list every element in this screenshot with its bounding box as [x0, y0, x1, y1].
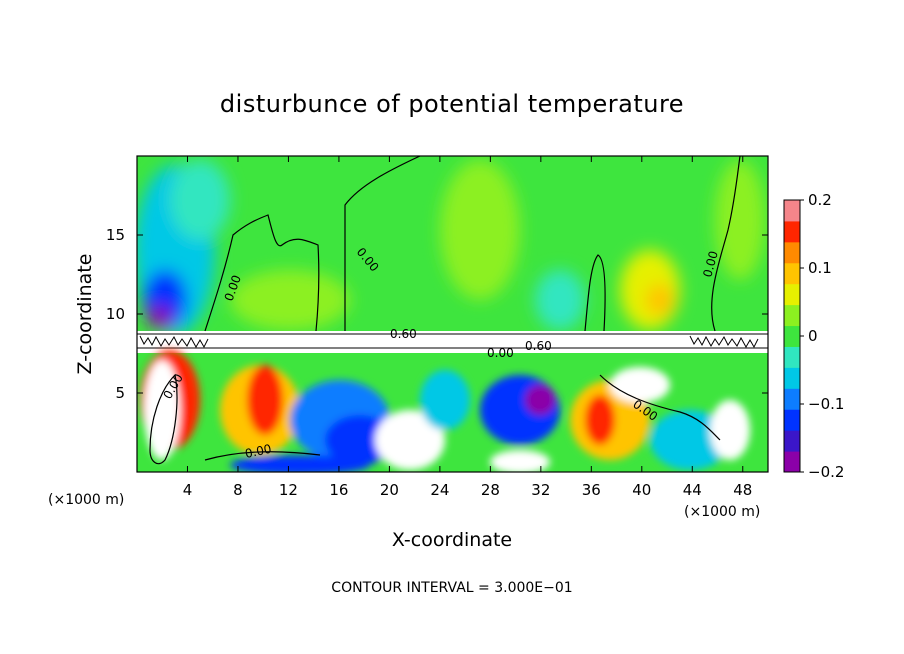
colorbar-tick-label: −0.2 — [808, 463, 844, 481]
x-tick-label: 40 — [632, 481, 651, 499]
x-tick-label: 4 — [183, 481, 193, 499]
contour-label: 0.00 — [244, 442, 273, 461]
colorbar-swatch — [784, 325, 800, 347]
contour-label: 0.60 — [525, 339, 552, 353]
colorbar-swatch — [784, 200, 800, 222]
plot-area: 0.00 0.00 0.00 0.00 0.60 0.60 0.00 0.00 … — [137, 156, 768, 472]
colorbar-tick-label: 0 — [808, 327, 818, 345]
contour-label: 0.00 — [487, 346, 514, 360]
colorbar-swatch — [784, 304, 800, 327]
x-tick-label: 20 — [380, 481, 399, 499]
x-tick-label: 24 — [430, 481, 449, 499]
y-axis-title: Z-coordinate — [74, 254, 96, 375]
y-tick-label: 10 — [106, 305, 125, 323]
colorbar: 0.2 0.1 0 −0.1 −0.2 — [783, 191, 844, 481]
colorbar-swatch — [784, 241, 800, 264]
colorbar-swatch — [784, 220, 800, 243]
colorbar-tick-label: −0.1 — [808, 395, 844, 413]
colorbar-swatch — [784, 283, 800, 306]
colorbar-tick-label: 0.1 — [808, 259, 832, 277]
contour-label: 0.60 — [390, 327, 417, 341]
x-tick-label: 28 — [481, 481, 500, 499]
field-upper-blobs — [137, 160, 765, 335]
x-axis: 4 8 12 16 20 24 28 32 36 40 44 48 — [183, 156, 752, 499]
y-tick-label: 15 — [106, 226, 125, 244]
contour-label: 0.00 — [700, 249, 720, 278]
x-tick-label: 44 — [683, 481, 702, 499]
x-axis-title: X-coordinate — [392, 529, 512, 551]
colorbar-swatch — [784, 409, 800, 431]
x-tick-label: 8 — [233, 481, 243, 499]
chart-title: disturbunce of potential temperature — [220, 90, 684, 118]
x-tick-label: 12 — [279, 481, 298, 499]
colorbar-swatch — [784, 367, 800, 389]
colorbar-swatch — [784, 388, 800, 410]
contour-lines — [149, 156, 741, 465]
x-unit-right: (×1000 m) — [684, 504, 760, 520]
contour-interval-note: CONTOUR INTERVAL = 3.000E−01 — [331, 580, 572, 596]
y-axis: 5 10 15 — [106, 226, 768, 402]
field-lower-blobs — [140, 350, 750, 472]
x-tick-label: 48 — [733, 481, 752, 499]
x-tick-label: 36 — [582, 481, 601, 499]
x-tick-label: 16 — [329, 481, 348, 499]
colorbar-swatch — [784, 451, 800, 473]
x-tick-label: 32 — [531, 481, 550, 499]
colorbar-tick-label: 0.2 — [808, 191, 832, 209]
colorbar-swatch — [784, 430, 800, 452]
y-tick-label: 5 — [115, 384, 125, 402]
field-band-marks — [137, 333, 768, 349]
colorbar-swatch — [784, 262, 800, 285]
colorbar-swatch — [784, 346, 800, 368]
x-unit-left: (×1000 m) — [48, 492, 124, 508]
